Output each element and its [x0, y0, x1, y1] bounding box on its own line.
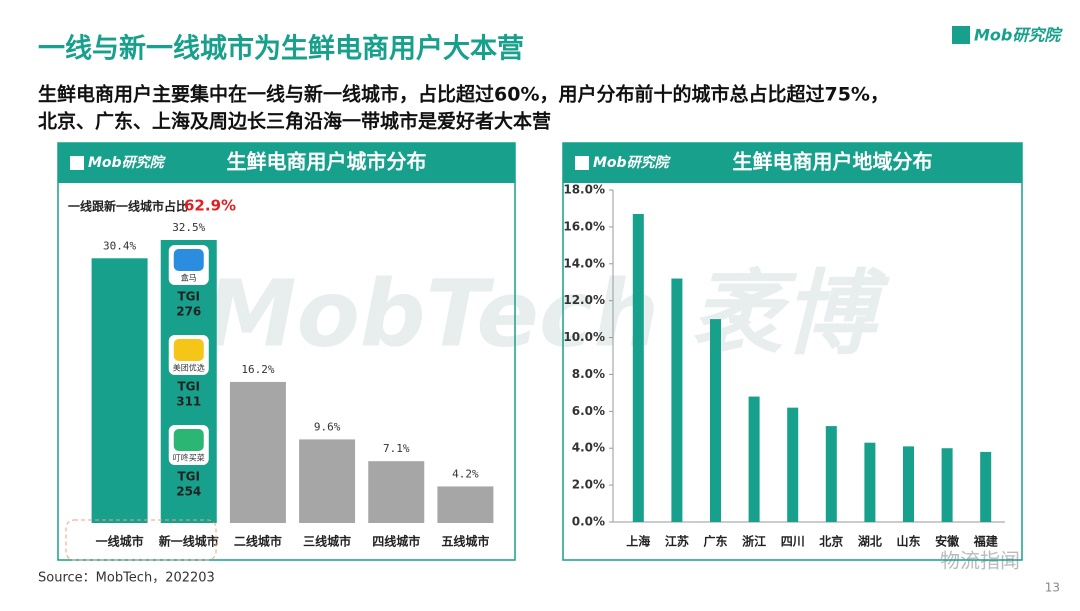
chart-title: 生鲜电商用户城市分布	[227, 150, 427, 174]
x-tick-label: 山东	[896, 534, 920, 549]
y-tick-label: 8.0%	[572, 367, 605, 381]
bar	[864, 442, 876, 522]
y-tick-label: 18.0%	[563, 183, 605, 197]
highlight-box	[65, 519, 217, 561]
x-tick-label: 二线城市	[234, 534, 282, 549]
y-tick-label: 12.0%	[563, 293, 605, 307]
value-label: 7.1%	[383, 442, 410, 455]
y-tick-label: 10.0%	[563, 330, 605, 344]
y-tick-label: 16.0%	[563, 219, 605, 233]
x-tick-label: 湖北	[858, 534, 882, 549]
logo: Mob研究院	[974, 26, 1063, 45]
bar	[825, 426, 837, 522]
y-tick-label: 6.0%	[572, 404, 605, 418]
annotation: 一线跟新一线城市占比	[68, 199, 188, 214]
bar	[710, 319, 721, 522]
subtitle: 生鲜电商用户主要集中在一线与新一线城市，占比超过60%，用户分布前十的城市总占比…	[38, 83, 889, 106]
bar	[91, 258, 148, 523]
y-tick-label: 0.0%	[572, 515, 605, 529]
x-tick-label: 福建	[973, 534, 999, 549]
panel-logo: Mob研究院	[88, 154, 167, 171]
panel-logo-icon	[70, 156, 84, 170]
bar	[941, 448, 953, 522]
slide-title: 一线与新一线城市为生鲜电商用户大本营	[38, 33, 524, 65]
bar	[368, 461, 425, 523]
y-tick-label: 4.0%	[572, 441, 605, 455]
bar	[748, 396, 760, 522]
brand-name: 美团优选	[173, 363, 205, 373]
x-tick-label: 安徽	[935, 534, 960, 549]
watermark: MobTech 袤博	[205, 260, 890, 367]
bar	[980, 451, 992, 522]
x-tick-label: 上海	[626, 534, 650, 549]
panel-header	[563, 143, 1022, 183]
y-tick-label: 14.0%	[563, 256, 605, 270]
value-label: 32.5%	[172, 221, 205, 234]
x-tick-label: 四线城市	[372, 534, 420, 549]
logo-icon	[952, 26, 970, 44]
value-label: 16.2%	[241, 363, 274, 376]
panel-header	[58, 143, 515, 183]
bar	[160, 240, 217, 523]
tgi-label: TGI	[178, 290, 201, 304]
x-tick-label: 一线城市	[96, 534, 144, 549]
brand-name: 盒马	[181, 273, 197, 283]
x-tick-label: 新一线城市	[159, 534, 219, 549]
brand-icon-mark	[173, 339, 204, 361]
tgi-label: TGI	[178, 380, 201, 394]
x-tick-label: 北京	[819, 534, 843, 549]
x-tick-label: 五线城市	[441, 534, 489, 549]
value-label: 9.6%	[314, 420, 341, 433]
subtitle: 北京、广东、上海及周边长三角沿海一带城市是爱好者大本营	[38, 110, 551, 133]
x-tick-label: 三线城市	[303, 534, 351, 549]
source: Source：MobTech，202203	[38, 571, 215, 586]
x-tick-label: 四川	[781, 535, 805, 549]
y-tick-label: 2.0%	[572, 478, 605, 492]
brand-name: 叮咚买菜	[173, 453, 205, 463]
bar	[903, 446, 914, 522]
value-label: 4.2%	[452, 467, 479, 480]
tgi-value: 311	[176, 395, 201, 409]
value-label: 30.4%	[103, 239, 136, 252]
panel-logo-icon	[575, 156, 589, 170]
tgi-value: 276	[176, 305, 201, 319]
chart-title: 生鲜电商用户地域分布	[733, 150, 933, 174]
bar	[632, 213, 644, 522]
brand-icon-mark	[173, 249, 204, 271]
annotation-value: 62.9%	[184, 197, 236, 215]
page-number: 13	[1045, 581, 1060, 595]
brand-icon-mark	[173, 429, 204, 451]
bar	[229, 381, 286, 523]
tgi-value: 254	[176, 485, 201, 499]
x-tick-label: 浙江	[742, 534, 766, 549]
bar	[787, 407, 799, 522]
panel-logo: Mob研究院	[593, 154, 672, 171]
bar	[671, 278, 683, 522]
bar	[437, 486, 494, 523]
x-tick-label: 江苏	[665, 534, 689, 549]
x-tick-label: 广东	[703, 534, 727, 549]
tgi-label: TGI	[178, 470, 201, 484]
bar	[299, 439, 356, 523]
